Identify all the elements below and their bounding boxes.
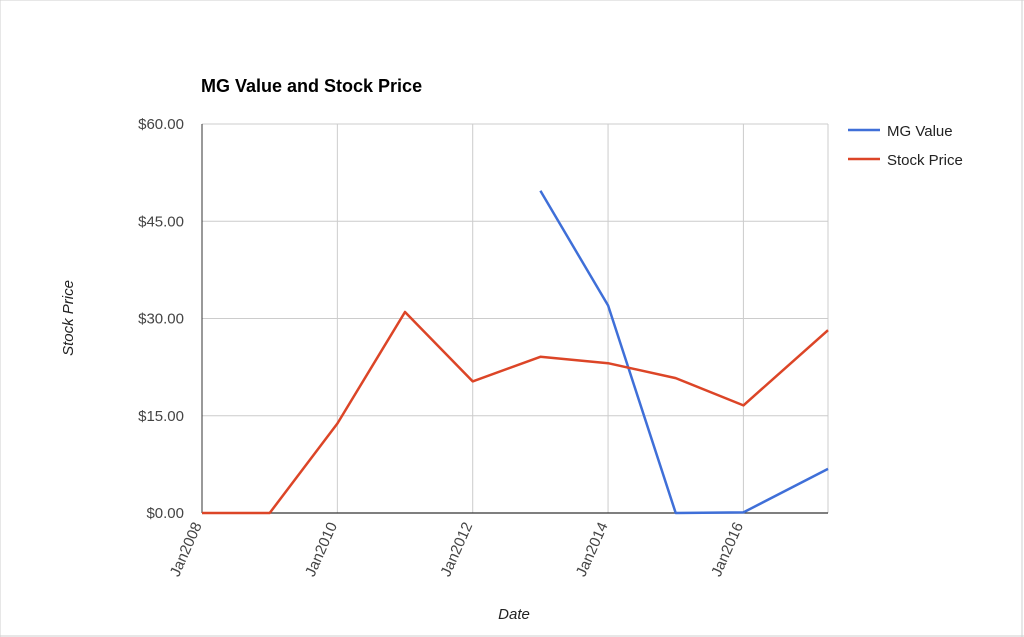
y-axis-label: Stock Price (60, 280, 77, 356)
series-line-stock-price (202, 310, 829, 515)
series-line-mg-value (539, 190, 829, 515)
x-tick-label: Jan2016 (708, 520, 747, 580)
y-tick-label: $60.00 (138, 116, 184, 133)
y-tick-label: $45.00 (138, 213, 184, 230)
chart-title: MG Value and Stock Price (201, 76, 422, 96)
x-tick-label: Jan2010 (302, 520, 341, 580)
x-tick-label: Jan2008 (167, 520, 206, 580)
legend: MG Value Stock Price (848, 123, 963, 169)
legend-label-mg-value: MG Value (887, 123, 953, 140)
series-layer (202, 190, 829, 515)
x-axis-label: Date (498, 606, 530, 623)
y-tick-label: $30.00 (138, 311, 184, 328)
tick-labels: $0.00 $15.00 $30.00 $45.00 $60.00 Jan2008 Jan2… (138, 116, 747, 579)
x-tick-label: Jan2014 (573, 520, 612, 580)
y-tick-label: $15.00 (138, 408, 184, 425)
legend-label-stock-price: Stock Price (887, 152, 963, 169)
x-tick-label: Jan2012 (437, 520, 476, 580)
plot-gridlines (202, 123, 829, 513)
y-tick-label: $0.00 (146, 505, 184, 522)
